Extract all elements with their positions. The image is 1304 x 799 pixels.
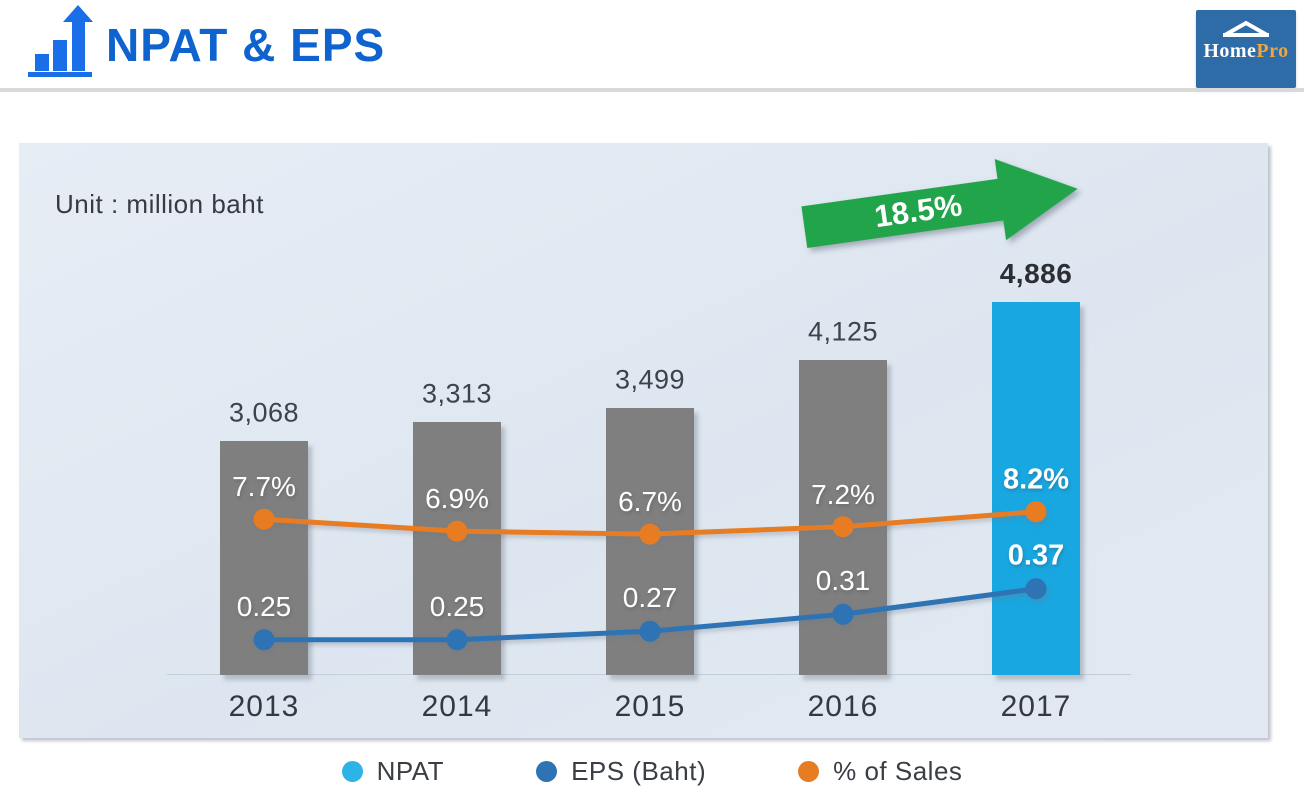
- pct-of-sales-marker-2014: [446, 520, 468, 542]
- eps-label-2014: 0.25: [429, 590, 485, 622]
- eps-marker-2013: [253, 629, 275, 651]
- eps-marker-2017: [1025, 578, 1047, 600]
- pct-of-sales-marker-2017: [1025, 501, 1047, 523]
- npat-value-label-2015: 3,499: [614, 364, 686, 395]
- growth-arrow-icon: [801, 159, 1078, 249]
- pct-of-sales-label-2014: 6.9%: [425, 483, 489, 515]
- growth-arrow: 18.5%: [798, 142, 1084, 273]
- pct-of-sales-label-2015: 6.7%: [618, 486, 682, 518]
- legend-dot-icon: [798, 761, 820, 782]
- unit-label: Unit : million baht: [55, 189, 264, 219]
- icon-arrow-shaft: [72, 21, 85, 71]
- logo-text-home: Home: [1203, 40, 1257, 62]
- x-axis-label-2013: 2013: [228, 690, 300, 723]
- legend-item-eps-baht: EPS (Baht): [536, 756, 706, 787]
- x-axis-label-2015: 2015: [614, 690, 686, 723]
- legend-item-of-sales: % of Sales: [798, 756, 962, 787]
- chart-legend: NPAT EPS (Baht) % of Sales: [0, 756, 1304, 787]
- pct-of-sales-label-2016: 7.2%: [811, 478, 875, 510]
- legend-item-npat: NPAT: [341, 756, 445, 787]
- pct-of-sales-label-2013: 7.7%: [232, 471, 296, 503]
- icon-underline: [28, 72, 92, 77]
- bar-chart-growth-icon: [18, 5, 98, 80]
- pct-of-sales-marker-2015: [639, 523, 661, 545]
- npat-value-label-2014: 3,313: [421, 378, 493, 409]
- legend-dot-icon: [536, 761, 558, 782]
- pct-of-sales-marker-2013: [253, 508, 275, 530]
- x-axis-label-2016: 2016: [807, 690, 879, 723]
- x-axis-label-2014: 2014: [421, 690, 493, 723]
- eps-marker-2016: [832, 603, 854, 625]
- combo-chart: 3,068 2013 3,313 2014 3,499 2015 4,125 2016 4,88…: [19, 143, 1268, 738]
- legend-dot-icon: [341, 761, 363, 782]
- chart-panel: Unit : million baht 18.5% 3,068 2013 3,313…: [19, 143, 1268, 738]
- pct-of-sales-label-2017: 8.2%: [1002, 463, 1070, 496]
- logo-text-pro: Pro: [1256, 40, 1289, 62]
- logo-text: HomePro: [1196, 40, 1296, 63]
- pct-of-sales-marker-2016: [832, 516, 854, 538]
- legend-label: % of Sales: [833, 756, 963, 786]
- eps-marker-2015: [639, 620, 661, 642]
- npat-value-label-2016: 4,125: [807, 316, 879, 347]
- eps-label-2013: 0.25: [236, 590, 292, 622]
- icon-arrow-head: [63, 5, 93, 22]
- header-divider: [0, 88, 1304, 92]
- icon-bar-medium: [53, 40, 67, 71]
- eps-label-2017: 0.37: [1007, 539, 1065, 572]
- legend-label: EPS (Baht): [571, 756, 707, 786]
- npat-value-label-2017: 4,886: [999, 258, 1073, 289]
- eps-label-2015: 0.27: [622, 582, 678, 614]
- eps-label-2016: 0.31: [815, 565, 871, 597]
- page-title: NPAT & EPS: [106, 19, 386, 71]
- x-axis-label-2017: 2017: [1000, 690, 1072, 723]
- npat-value-label-2013: 3,068: [228, 397, 300, 428]
- legend-label: NPAT: [376, 756, 445, 786]
- icon-bar-small: [35, 54, 49, 71]
- npat-bar-2017: [992, 302, 1080, 675]
- eps-marker-2014: [446, 629, 468, 651]
- line-series-layer: [253, 501, 1047, 651]
- home-roof-icon: [1223, 20, 1269, 37]
- homepro-logo: HomePro: [1196, 10, 1296, 88]
